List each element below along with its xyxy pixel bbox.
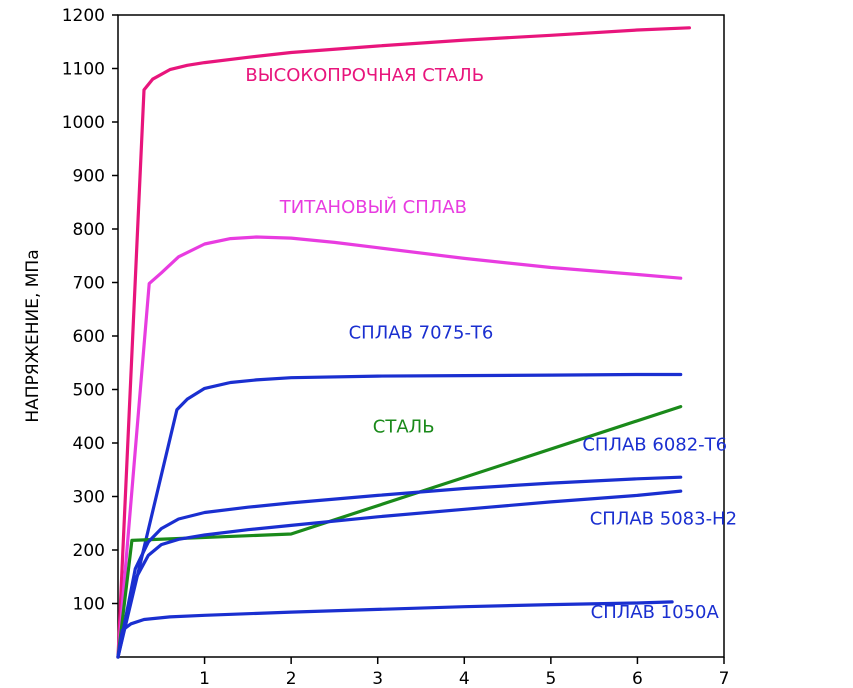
x-tick-label: 7 — [719, 669, 730, 688]
series-line-2 — [116, 372, 683, 659]
y-tick-label: 500 — [73, 381, 105, 401]
series-label-5: СПЛАВ 5083-Н2 — [590, 508, 737, 529]
x-tick-label: 6 — [632, 669, 643, 688]
y-tick-label: 100 — [73, 595, 105, 615]
series-lines — [116, 26, 691, 659]
series-label-6: СПЛАВ 1050А — [591, 602, 720, 623]
y-tick-label: 300 — [73, 488, 105, 508]
y-tick-label: 800 — [73, 220, 105, 240]
series-label-3: СТАЛЬ — [373, 416, 435, 437]
tick-labels: 1 2 3 4 5 6 7 100 200 300 400 500 600 700 800 900 1000 11… — [62, 6, 730, 688]
series-line-3 — [116, 405, 683, 659]
x-tick-label: 5 — [545, 669, 556, 688]
x-tick-label: 4 — [459, 669, 470, 688]
series-line-4 — [116, 475, 683, 659]
series-label-1: ТИТАНОВЫЙ СПЛАВ — [279, 196, 467, 218]
y-tick-label: 400 — [73, 434, 105, 454]
axes — [112, 14, 725, 664]
series-line-6 — [116, 600, 674, 659]
y-tick-label: 1000 — [62, 113, 105, 133]
y-tick-label: 1200 — [62, 6, 105, 26]
y-tick-label: 1100 — [62, 60, 105, 80]
x-tick-label: 1 — [199, 669, 210, 688]
series-line-1 — [116, 235, 683, 659]
series-line-0 — [116, 26, 691, 659]
series-label-0: ВЫСОКОПРОЧНАЯ СТАЛЬ — [245, 65, 484, 86]
x-tick-label: 2 — [286, 669, 297, 688]
y-tick-label: 700 — [73, 274, 105, 294]
series-label-2: СПЛАВ 7075-Т6 — [349, 323, 494, 344]
series-labels: ВЫСОКОПРОЧНАЯ СТАЛЬ ТИТАНОВЫЙ СПЛАВ СПЛАВ … — [245, 65, 737, 623]
x-tick-label: 3 — [372, 669, 383, 688]
y-axis-label: НАПРЯЖЕНИЕ, МПа — [23, 249, 43, 422]
y-tick-label: 600 — [73, 327, 105, 347]
y-tick-label: 900 — [73, 167, 105, 187]
series-line-5 — [116, 489, 683, 659]
y-tick-label: 200 — [73, 541, 105, 561]
series-label-4: СПЛАВ 6082-Т6 — [582, 434, 727, 455]
